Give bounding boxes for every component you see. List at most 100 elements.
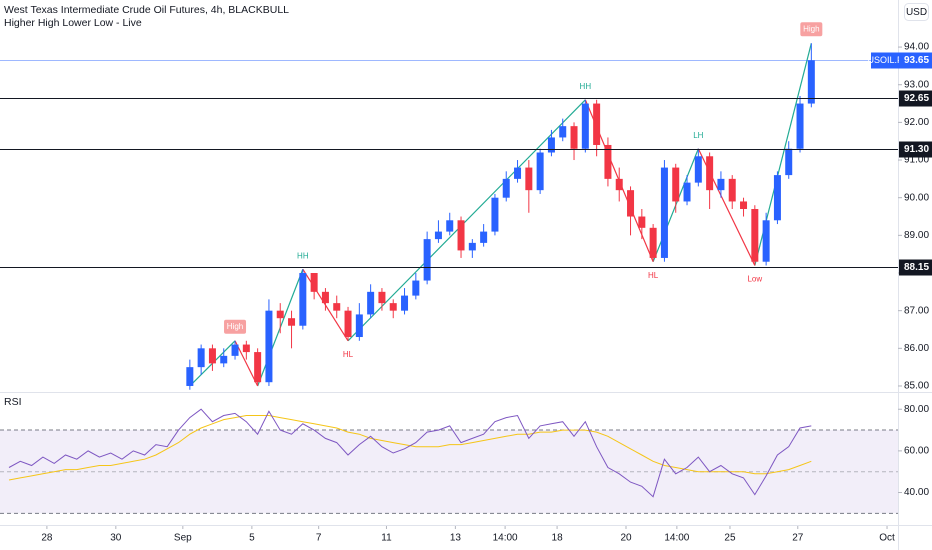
candle-body xyxy=(288,318,296,326)
candle-body xyxy=(254,352,262,383)
pivot-label: Low xyxy=(747,275,762,284)
indicator-name: Higher High Lower Low - Live xyxy=(4,17,142,29)
candle-body xyxy=(231,344,239,356)
candle-body xyxy=(355,314,363,338)
x-tick-label: 25 xyxy=(724,533,736,544)
y-tick-label: 90.00 xyxy=(904,192,929,203)
candle-body xyxy=(570,126,578,149)
y-tick-label: 85.00 xyxy=(904,381,929,392)
candle-body xyxy=(457,220,465,251)
level-label: 92.65 xyxy=(904,93,929,104)
symbol-label: USOIL.F xyxy=(867,55,903,65)
zigzag-segment xyxy=(234,340,259,387)
x-tick-label: 27 xyxy=(792,533,804,544)
level-label: 88.15 xyxy=(904,262,929,273)
pivot-label: LH xyxy=(693,131,703,140)
candle-body xyxy=(649,227,657,258)
y-tick-label: 40.00 xyxy=(904,487,929,498)
y-tick-label: 87.00 xyxy=(904,305,929,316)
candle-body xyxy=(785,148,793,176)
y-tick-label: 91.00 xyxy=(904,155,929,166)
candle-body xyxy=(728,178,736,202)
candle-body xyxy=(378,291,386,304)
candle-body xyxy=(672,167,680,202)
x-tick-label: 13 xyxy=(450,533,462,544)
level-label-box xyxy=(899,259,932,276)
x-tick-label: 5 xyxy=(249,533,255,544)
candle-body xyxy=(186,367,194,386)
candle-body xyxy=(581,103,589,149)
x-tick-label: 20 xyxy=(620,533,632,544)
candle-body xyxy=(773,175,781,221)
x-tick-label: 28 xyxy=(41,533,53,544)
candle-body xyxy=(502,178,510,198)
pivot-label: HL xyxy=(648,271,659,280)
candle-body xyxy=(423,239,431,281)
pivot-box xyxy=(800,22,823,37)
candle-body xyxy=(197,348,205,368)
pivot-label: High xyxy=(803,24,819,33)
zigzag-segment xyxy=(347,99,586,342)
y-tick-label: 94.00 xyxy=(904,42,929,53)
x-tick-label: 11 xyxy=(381,533,392,544)
candle-body xyxy=(434,231,442,240)
rsi-line xyxy=(8,408,812,498)
candle-body xyxy=(220,355,228,364)
rsi-pane xyxy=(0,408,898,514)
candle-body xyxy=(807,60,815,104)
y-tick-label: 93.00 xyxy=(904,79,929,90)
pivot-box xyxy=(224,319,247,334)
last-price-box xyxy=(899,52,932,69)
chart-title: West Texas Intermediate Crude Oil Future… xyxy=(4,4,289,16)
x-tick-label: Sep xyxy=(174,533,192,544)
candle-body xyxy=(683,182,691,202)
currency[interactable]: USD xyxy=(906,7,927,18)
x-tick-label: 18 xyxy=(552,533,564,544)
candle-body xyxy=(762,220,770,262)
candle-body xyxy=(321,291,329,304)
y-tick-label: 89.00 xyxy=(904,230,929,241)
pivot-label: HH xyxy=(297,251,309,260)
candle-body xyxy=(401,295,409,311)
last-price-label: 93.65 xyxy=(904,55,929,66)
candle-body xyxy=(604,144,612,179)
candle-body xyxy=(299,273,307,326)
x-tick-label: 14:00 xyxy=(664,533,689,544)
candle-body xyxy=(547,137,555,153)
candle-body xyxy=(310,273,318,292)
symbol-box xyxy=(871,52,899,69)
currency-box[interactable] xyxy=(904,3,929,21)
y-tick-label: 60.00 xyxy=(904,446,929,457)
candle-body xyxy=(740,201,748,209)
candle-body xyxy=(491,197,499,232)
x-tick-label: 7 xyxy=(316,533,322,544)
candle-body xyxy=(344,310,352,338)
candle-body xyxy=(525,167,533,191)
level-label: 91.30 xyxy=(904,144,929,155)
candle-body xyxy=(638,216,646,228)
candle-body xyxy=(412,280,420,296)
candle-body xyxy=(694,156,702,183)
candle-body xyxy=(559,126,567,138)
y-tick-label: 92.00 xyxy=(904,117,929,128)
candle-body xyxy=(706,156,714,191)
candle-body xyxy=(593,103,601,145)
candle-body xyxy=(627,190,635,217)
rsi-title: RSI xyxy=(4,396,22,408)
candle-body xyxy=(389,303,397,311)
candle-body xyxy=(468,242,476,251)
price-pane: High HH HL HH HL LH Low High xyxy=(0,22,898,390)
pivot-label: HH xyxy=(580,82,592,91)
candle-body xyxy=(265,310,273,383)
candle-body xyxy=(514,167,522,179)
candle-body xyxy=(480,231,488,243)
x-tick-label: 30 xyxy=(110,533,122,544)
y-tick-label: 86.00 xyxy=(904,343,929,354)
axes: 85.0086.0087.0088.0089.0090.0091.0092.00… xyxy=(41,42,932,544)
candle-body xyxy=(615,178,623,191)
candle-body xyxy=(536,152,544,191)
candle-body xyxy=(796,103,804,149)
candle-body xyxy=(446,220,454,232)
pivot-label: High xyxy=(227,322,243,331)
